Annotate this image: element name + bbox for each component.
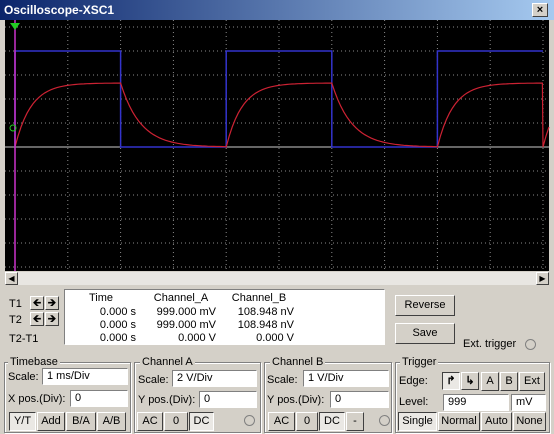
trigger-mode[interactable]: Normal [438,412,480,431]
scrollbar[interactable]: ◀ ▶ [5,272,549,285]
close-button[interactable]: × [532,3,548,17]
channel-a-coupling[interactable]: 0 [164,412,188,431]
t2-left[interactable]: 🡸 [30,312,44,326]
t1-right[interactable]: 🡺 [45,296,59,310]
trigger-level-marker [9,124,17,132]
readout-cell: 999.000 mV [156,319,216,331]
trigger-level[interactable]: 999 [443,394,509,411]
readout-cell: Channel_B [231,292,287,304]
channel-b-ypos[interactable]: 0 [330,391,389,408]
scroll-left[interactable]: ◀ [5,272,18,285]
readout-cell: 108.948 nV [237,306,294,318]
trigger-mode[interactable]: None [513,412,546,431]
group-title: Channel B [270,356,326,368]
row-label: T2 [9,314,22,326]
label: Scale: [138,374,169,386]
channel-a-terminal[interactable] [244,415,255,426]
readout-cell: 999.000 mV [156,306,216,318]
channel-b-coupling[interactable]: DC [319,412,345,431]
ext-trigger-terminal[interactable] [525,339,536,350]
trigger-mode[interactable]: Auto [481,412,512,431]
channel-b-coupling[interactable]: - [346,412,364,431]
t2-right[interactable]: 🡺 [45,312,59,326]
title-bar: Oscilloscope-XSC1 × [0,0,554,20]
channel-b-scale[interactable]: 1 V/Div [303,370,389,387]
timebase-group [4,362,131,433]
channel-a-group [134,362,261,433]
channel-a-ypos[interactable]: 0 [199,391,257,408]
readout-cell: Channel_A [153,292,209,304]
save-button[interactable]: Save [395,323,455,344]
reverse-button[interactable]: Reverse [395,295,455,316]
readout-cell: Time [88,292,114,304]
scroll-right[interactable]: ▶ [536,272,549,285]
channel-a-scale[interactable]: 2 V/Div [172,370,257,387]
timebase-mode[interactable]: Y/T [9,412,36,431]
timebase-xpos[interactable]: 0 [70,390,128,407]
label: Y pos.(Div): [267,394,325,406]
trigger-level-unit[interactable]: mV [511,394,546,411]
edge-rising[interactable]: ↱ [442,372,460,390]
readout-cell: 0.000 s [99,332,136,344]
trigger-source[interactable]: A [481,372,499,391]
timebase-mode[interactable]: B/A [66,412,96,431]
label: Y pos.(Div): [138,394,196,406]
window-title: Oscilloscope-XSC1 [4,3,115,17]
trigger-source[interactable]: Ext [519,372,545,391]
cursor-marker[interactable] [10,23,20,30]
channel-a-coupling[interactable]: AC [137,412,163,431]
timebase-mode[interactable]: Add [37,412,65,431]
readout-cell: 0.000 s [99,306,136,318]
scope-screen [5,20,550,271]
label: Scale: [267,374,298,386]
readout-cell: 0.000 V [256,332,294,344]
channel-a-coupling[interactable]: DC [189,412,214,431]
group-title: Timebase [8,356,60,368]
channel-b-group [264,362,392,433]
row-label: T2-T1 [9,333,39,345]
group-title: Trigger [400,356,439,368]
group-title: Channel A [140,356,195,368]
timebase-mode[interactable]: A/B [97,412,126,431]
channel-a-trace [14,50,543,148]
readout-cell: 108.948 nV [237,319,294,331]
label: Level: [399,396,429,408]
trigger-mode[interactable]: Single [398,412,437,431]
channel-b-coupling[interactable]: AC [268,412,295,431]
screen-background [5,20,549,271]
readout-table: Time Channel_A Channel_B 0.000 s 999.000 mV 1… [64,289,385,345]
trigger-group [395,362,550,433]
label: Edge: [399,375,428,387]
t1-left[interactable]: 🡸 [30,296,44,310]
readout-cell: 0.000 s [99,319,136,331]
ext-trigger-label: Ext. trigger [463,338,517,350]
label: X pos.(Div): [8,393,66,405]
label: Scale: [8,371,39,383]
trigger-source[interactable]: B [500,372,518,391]
channel-b-trace [14,82,550,148]
edge-falling[interactable]: ↳ [461,372,479,390]
channel-b-coupling[interactable]: 0 [296,412,318,431]
readout-cell: 0.000 V [178,332,216,344]
channel-b-terminal[interactable] [379,415,390,426]
row-label: T1 [9,298,22,310]
timebase-scale[interactable]: 1 ms/Div [42,368,128,385]
